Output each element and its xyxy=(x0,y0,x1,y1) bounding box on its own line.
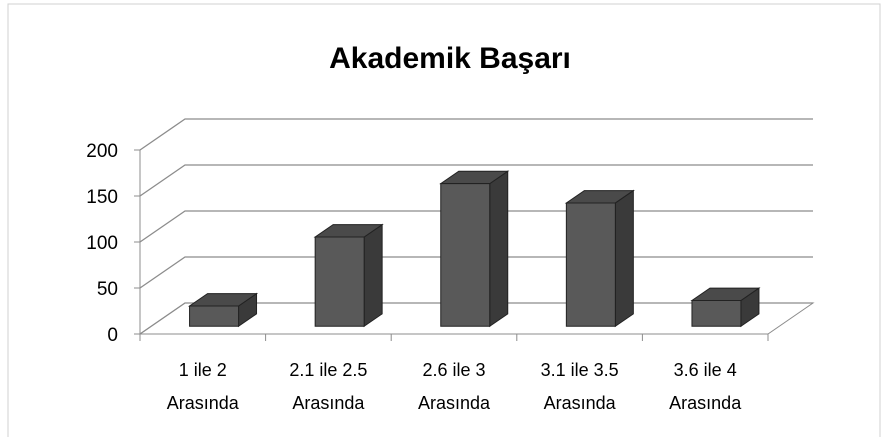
x-tick-label: 2.6 ile 3 Arasında xyxy=(417,360,491,413)
x-tick-label: 1 ile 2 Arasında xyxy=(166,360,239,413)
bar xyxy=(690,287,761,328)
y-tick-label: 0 xyxy=(107,325,118,346)
y-tick-label: 150 xyxy=(86,187,118,208)
bar-front xyxy=(189,305,240,327)
bar xyxy=(187,292,259,328)
x-tick-label: 3.6 ile 4 Arasında xyxy=(669,360,742,413)
chart-title: Akademik Başarı xyxy=(329,42,571,75)
bar-side xyxy=(363,223,383,328)
bar xyxy=(564,189,635,328)
x-tick-label: 3.1 ile 3.5 Arasında xyxy=(540,360,619,413)
bar-front xyxy=(440,183,491,327)
grid-line xyxy=(139,118,813,151)
x-tick-label: 2.1 ile 2.5 Arasında xyxy=(289,360,368,413)
bar-side xyxy=(489,170,509,328)
bar xyxy=(439,170,510,328)
bar-front xyxy=(565,202,616,327)
bar-side xyxy=(614,189,634,328)
bar-front xyxy=(691,299,742,327)
y-tick-label: 50 xyxy=(97,279,118,300)
chart-border xyxy=(7,3,881,437)
bar-front xyxy=(314,236,365,327)
bar xyxy=(313,223,384,328)
y-tick-label: 100 xyxy=(86,233,118,254)
y-tick-label: 200 xyxy=(86,141,118,162)
grid-line xyxy=(139,164,813,197)
